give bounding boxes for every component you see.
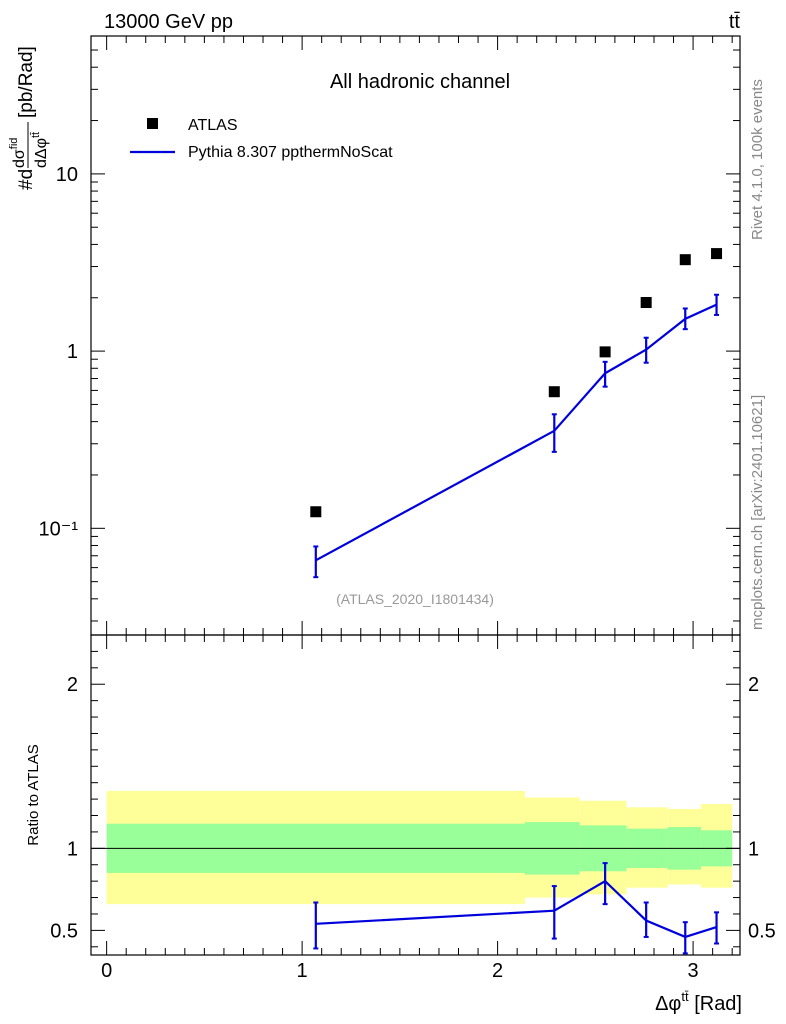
ratio-y-tick-label-right: 1	[748, 838, 759, 860]
ratio-y-tick-label-right: 2	[748, 674, 759, 696]
header-left: 13000 GeV pp	[104, 11, 233, 33]
svg-text:#d: #d	[16, 169, 37, 190]
main-y-tick-label: 1	[67, 341, 78, 363]
main-title: All hadronic channel	[330, 71, 510, 93]
legend-mc-label: Pythia 8.307 ppthermNoScat	[188, 144, 393, 161]
ratio-xlabel: Δφtt̄ [Rad]	[655, 989, 742, 1015]
ratio-frame	[90, 634, 741, 956]
mcplots-label: mcplots.cern.ch [arXiv:2401.10621]	[749, 395, 766, 630]
ratio-y-tick-label: 1	[67, 838, 78, 860]
ratio-x-tick-label: 0	[101, 960, 112, 982]
ratio-x-tick-label: 2	[492, 960, 503, 982]
header-right: tt̄	[729, 11, 741, 33]
legend: ATLAS Pythia 8.307 ppthermNoScat	[130, 117, 393, 161]
ratio-mc-line	[315, 879, 717, 939]
atlas-data-point	[679, 254, 691, 266]
rivet-label: Rivet 4.1.0, 100k events	[749, 79, 766, 240]
legend-atlas-marker	[147, 118, 158, 129]
analysis-id: (ATLAS_2020_I1801434)	[336, 591, 494, 607]
legend-atlas-label: ATLAS	[188, 117, 238, 134]
atlas-data-point	[711, 248, 723, 260]
ratio-x-tick-label: 1	[297, 960, 308, 982]
ratio-panel: 0.5 0.5 1 1 2 2 0 1 2 3 Ratio to ATLAS Δφtt̄ [Rad…	[25, 634, 776, 1015]
svg-text:dσfid: dσfid	[8, 138, 28, 168]
ratio-y-tick-label: 2	[67, 674, 78, 696]
main-ylabel: #d dσfid dΔφtt̄ [pb/Rad]	[8, 46, 50, 190]
main-y-tick-label: 10⁻¹	[39, 518, 79, 540]
mc-line	[315, 303, 717, 562]
atlas-data-point	[548, 386, 560, 398]
main-y-tick-label: 10	[56, 164, 78, 186]
atlas-data-point	[310, 506, 322, 518]
svg-text:dΔφtt̄: dΔφtt̄	[30, 132, 50, 168]
atlas-data-point	[599, 346, 611, 358]
atlas-data-point	[640, 297, 652, 309]
ratio-x-tick-label: 3	[688, 960, 699, 982]
svg-text:[pb/Rad]: [pb/Rad]	[16, 46, 37, 118]
ratio-y-tick-label: 0.5	[50, 920, 78, 942]
ratio-ylabel: Ratio to ATLAS	[25, 744, 42, 845]
main-panel: 10⁻¹ 1 10 All hadronic channel (ATLAS_2020…	[8, 35, 741, 636]
ratio-y-tick-label-right: 0.5	[748, 920, 776, 942]
